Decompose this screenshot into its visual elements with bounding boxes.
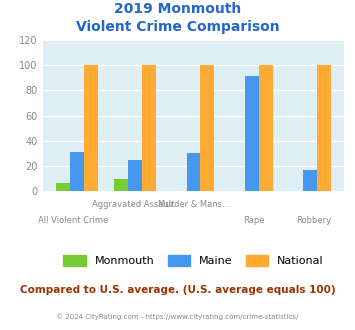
Bar bbox=[142, 65, 156, 191]
Legend: Monmouth, Maine, National: Monmouth, Maine, National bbox=[64, 255, 323, 266]
Bar bbox=[201, 65, 214, 191]
Text: Rape: Rape bbox=[243, 216, 264, 225]
Bar bbox=[186, 153, 201, 191]
Bar bbox=[70, 152, 84, 191]
Bar bbox=[245, 76, 258, 191]
Text: Murder & Mans...: Murder & Mans... bbox=[158, 200, 229, 209]
Bar bbox=[317, 65, 331, 191]
Text: Robbery: Robbery bbox=[297, 216, 332, 225]
Bar bbox=[258, 65, 273, 191]
Text: All Violent Crime: All Violent Crime bbox=[38, 216, 108, 225]
Bar bbox=[114, 179, 129, 191]
Bar bbox=[84, 65, 98, 191]
Text: Compared to U.S. average. (U.S. average equals 100): Compared to U.S. average. (U.S. average … bbox=[20, 285, 335, 295]
Text: Aggravated Assault: Aggravated Assault bbox=[92, 200, 174, 209]
Text: Violent Crime Comparison: Violent Crime Comparison bbox=[76, 20, 279, 34]
Bar bbox=[129, 160, 142, 191]
Bar bbox=[56, 182, 70, 191]
Text: 2019 Monmouth: 2019 Monmouth bbox=[114, 2, 241, 16]
Bar bbox=[303, 170, 317, 191]
Text: © 2024 CityRating.com - https://www.cityrating.com/crime-statistics/: © 2024 CityRating.com - https://www.city… bbox=[56, 314, 299, 320]
